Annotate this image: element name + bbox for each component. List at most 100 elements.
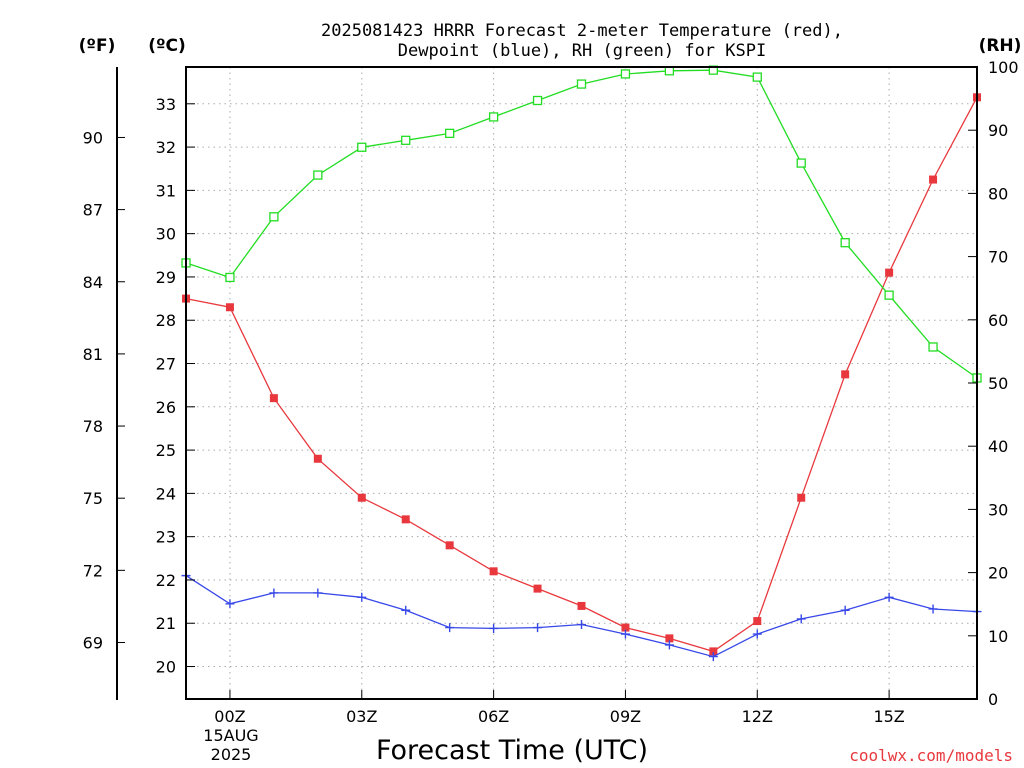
temperature-point: [313, 454, 322, 463]
temperature-point: [225, 303, 234, 312]
tick-layer: 20 21 22 23 24 25 26 27 28 29 30 31 32 33 00Z 03Z 06Z 09Z…: [83, 58, 1019, 726]
x-tick-label: 03Z: [346, 707, 377, 726]
dewpoint-point: [357, 592, 367, 602]
series-layer: [181, 65, 982, 662]
x-tick-label: 12Z: [742, 707, 773, 726]
rh-point: [269, 212, 279, 222]
celsius-tick-label: 25: [156, 441, 176, 460]
fahrenheit-tick-label: 87: [83, 201, 103, 220]
rh-tick-label: 40: [988, 437, 1008, 456]
dewpoint-point: [401, 605, 411, 615]
dewpoint-point: [796, 614, 806, 624]
rh-point: [401, 135, 411, 145]
rh-tick-label: 80: [988, 184, 1008, 203]
dewpoint-point: [445, 623, 455, 633]
rh-tick-label: 100: [988, 58, 1019, 77]
rh-tick-label: 50: [988, 374, 1008, 393]
dewpoint-point: [884, 592, 894, 602]
dewpoint-point: [533, 623, 543, 633]
celsius-tick-label: 26: [156, 398, 176, 417]
rh-point: [928, 342, 938, 352]
rh-point: [357, 142, 367, 152]
temperature-point: [269, 394, 278, 403]
rh-point: [488, 112, 499, 122]
rh-tick-label: 90: [988, 121, 1008, 140]
x-tick-label: 06Z: [478, 707, 509, 726]
rh-tick-label: 0: [988, 690, 998, 709]
dewpoint-point: [489, 623, 499, 633]
rh-point: [796, 158, 806, 168]
celsius-tick-label: 21: [156, 614, 176, 633]
rh-point: [576, 79, 587, 89]
rh-tick-label: 10: [988, 627, 1008, 646]
dewpoint-point: [225, 599, 235, 609]
temperature-point: [621, 623, 630, 632]
x-date-label-day: 15AUG: [203, 726, 258, 745]
rh-point: [445, 128, 455, 139]
temperature-point: [357, 493, 366, 502]
dewpoint-point: [840, 605, 850, 615]
dewpoint-line: [185, 575, 978, 658]
rh-point: [884, 290, 894, 300]
celsius-tick-label: 23: [156, 528, 176, 547]
fahrenheit-tick-label: 72: [83, 561, 103, 580]
rh-point: [532, 95, 543, 106]
celsius-tick-label: 30: [156, 225, 176, 244]
dewpoint-point: [752, 629, 762, 639]
rh-tick-label: 20: [988, 564, 1008, 583]
temperature-line: [185, 96, 978, 653]
celsius-tick-label: 20: [156, 658, 176, 677]
temperature-point: [401, 515, 410, 524]
celsius-unit-label: (ºC): [148, 36, 186, 56]
rh-point: [225, 272, 235, 283]
dewpoint-point: [664, 640, 674, 650]
credit-text: coolwx.com/models: [849, 746, 1013, 765]
dewpoint-point: [313, 588, 323, 598]
dewpoint-point: [708, 652, 718, 662]
celsius-tick-label: 29: [156, 268, 176, 287]
rh-unit-label: (RH): [979, 36, 1022, 56]
celsius-tick-label: 33: [156, 95, 176, 114]
chart-title-line-1: 2025081423 HRRR Forecast 2-meter Tempera…: [321, 21, 843, 41]
grid-layer: [186, 67, 977, 699]
temperature-point: [929, 175, 938, 184]
temperature-point: [841, 370, 850, 379]
rh-point: [313, 170, 323, 180]
rh-point: [752, 72, 762, 82]
temperature-point: [753, 617, 762, 626]
dewpoint-point: [577, 620, 586, 630]
fahrenheit-tick-label: 81: [83, 345, 103, 364]
rh-point: [840, 238, 850, 248]
x-date-label-year: 2025: [211, 745, 252, 764]
rh-tick-label: 60: [988, 311, 1008, 330]
x-axis-label: Forecast Time (UTC): [376, 735, 648, 766]
temperature-point: [665, 634, 674, 643]
dewpoint-point: [928, 604, 938, 614]
temperature-point: [489, 567, 498, 576]
rh-line: [185, 69, 978, 379]
celsius-tick-label: 24: [156, 484, 176, 503]
rh-tick-label: 30: [988, 500, 1008, 519]
celsius-tick-label: 22: [156, 571, 176, 590]
dewpoint-point: [620, 629, 630, 639]
temperature-point: [797, 493, 806, 502]
fahrenheit-tick-label: 69: [83, 633, 103, 652]
rh-point: [620, 69, 631, 79]
temperature-point: [885, 268, 894, 277]
fahrenheit-tick-label: 84: [83, 273, 103, 292]
fahrenheit-tick-label: 90: [83, 128, 103, 147]
rh-tick-label: 70: [988, 248, 1008, 267]
celsius-tick-label: 32: [156, 138, 176, 157]
fahrenheit-unit-label: (ºF): [79, 36, 116, 56]
x-tick-label: 09Z: [610, 707, 641, 726]
x-tick-label: 00Z: [214, 707, 245, 726]
temperature-point: [445, 541, 454, 550]
temperature-point: [709, 647, 718, 656]
celsius-tick-label: 31: [156, 181, 176, 200]
chart-title-line-2: Dewpoint (blue), RH (green) for KSPI: [398, 41, 766, 61]
dewpoint-point: [269, 588, 279, 598]
temperature-point: [533, 584, 542, 593]
fahrenheit-tick-label: 75: [83, 489, 103, 508]
celsius-tick-label: 28: [156, 311, 176, 330]
